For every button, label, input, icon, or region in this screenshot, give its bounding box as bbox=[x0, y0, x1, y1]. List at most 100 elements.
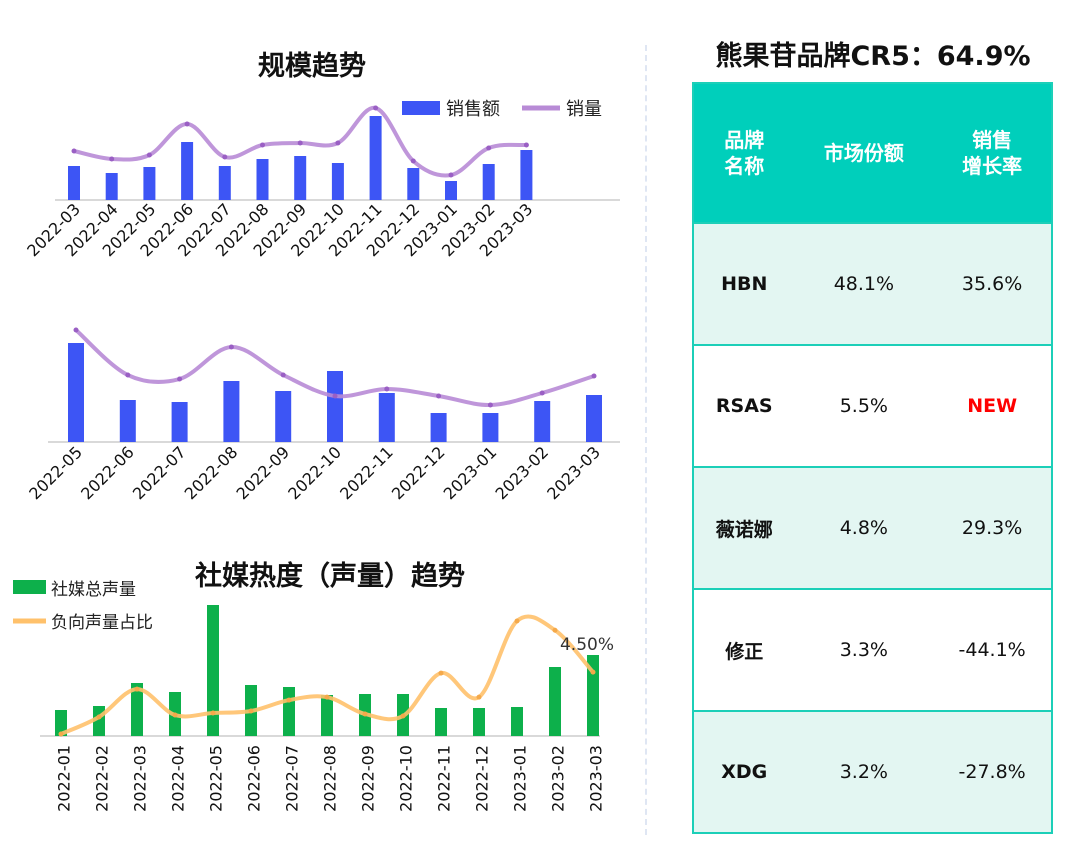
bar bbox=[321, 695, 333, 736]
x-tick-label: 2022-05 bbox=[25, 443, 86, 504]
brand-table: 品牌 名称 市场份额 销售 增长率 HBN 48.1% 35.6% RSAS 5… bbox=[692, 82, 1053, 834]
line-point bbox=[96, 714, 102, 720]
bar bbox=[482, 413, 499, 442]
line-point bbox=[486, 145, 492, 151]
line-point bbox=[324, 694, 330, 700]
bar bbox=[275, 391, 292, 442]
line-point bbox=[260, 142, 265, 148]
share-cell: 5.5% bbox=[794, 344, 934, 467]
table-row: XDG 3.2% -27.8% bbox=[693, 710, 1052, 833]
line-point bbox=[184, 121, 190, 127]
bar bbox=[511, 707, 523, 736]
cr5-title: 熊果苷品牌CR5：64.9% bbox=[715, 41, 1031, 72]
legend-label: 社媒总声量 bbox=[51, 580, 136, 600]
bar bbox=[223, 381, 240, 442]
line-point bbox=[539, 390, 545, 396]
line-point bbox=[523, 142, 529, 148]
legend-label: 负向声量占比 bbox=[51, 613, 153, 633]
line-point bbox=[362, 711, 368, 717]
line-point bbox=[335, 140, 341, 146]
growth-cell: 35.6% bbox=[933, 222, 1052, 345]
bar bbox=[105, 173, 118, 200]
table-row: 修正 3.3% -44.1% bbox=[693, 588, 1052, 711]
bar bbox=[549, 667, 561, 736]
chart-title: 规模趋势 bbox=[258, 51, 366, 82]
bar bbox=[131, 683, 143, 736]
brand-cell: HBN bbox=[693, 222, 795, 345]
bar bbox=[119, 400, 136, 442]
x-tick-label: 2022-05 bbox=[207, 745, 226, 812]
line-point bbox=[332, 393, 338, 399]
brand-cell: 薇诺娜 bbox=[693, 466, 795, 589]
bar bbox=[586, 395, 602, 442]
x-tick-label: 2022-06 bbox=[77, 443, 138, 504]
table-row: RSAS 5.5% NEW bbox=[693, 344, 1052, 467]
bar bbox=[445, 181, 457, 200]
x-tick-label: 2022-01 bbox=[55, 745, 74, 812]
x-tick-label: 2023-01 bbox=[511, 745, 530, 812]
line-point bbox=[514, 618, 520, 624]
line-point bbox=[134, 686, 140, 692]
x-tick-label: 2022-11 bbox=[336, 443, 397, 504]
growth-cell: -27.8% bbox=[933, 710, 1052, 833]
brand-cell: 修正 bbox=[693, 588, 795, 711]
header-brand: 品牌 名称 bbox=[693, 83, 795, 223]
x-tick-label: 2023-03 bbox=[543, 443, 604, 504]
legend-bar-swatch bbox=[402, 101, 440, 115]
bar bbox=[473, 708, 485, 736]
x-tick-label: 2022-11 bbox=[435, 745, 454, 812]
data-label: 4.50% bbox=[560, 635, 614, 655]
table-row: 薇诺娜 4.8% 29.3% bbox=[693, 466, 1052, 589]
brand-cell: RSAS bbox=[693, 344, 795, 467]
x-tick-label: 2022-03 bbox=[131, 745, 150, 812]
line-point bbox=[248, 708, 254, 714]
line-point bbox=[280, 372, 286, 378]
x-tick-label: 2022-09 bbox=[232, 443, 293, 504]
legend-bar-swatch bbox=[13, 580, 46, 594]
growth-cell: -44.1% bbox=[933, 588, 1052, 711]
line-point bbox=[172, 712, 178, 718]
header-share: 市场份额 bbox=[794, 83, 934, 223]
line-point bbox=[400, 713, 406, 719]
charts-canvas: 规模趋势2022-032022-042022-052022-062022-072… bbox=[13, 51, 620, 812]
line-point bbox=[286, 697, 292, 703]
x-tick-label: 2022-06 bbox=[245, 745, 264, 812]
growth-cell: NEW bbox=[933, 344, 1052, 467]
x-tick-label: 2022-10 bbox=[397, 745, 416, 812]
divider bbox=[645, 45, 647, 835]
line-point bbox=[146, 152, 152, 158]
bar bbox=[331, 163, 344, 200]
bar bbox=[181, 142, 194, 200]
x-tick-label: 2022-12 bbox=[388, 443, 449, 504]
table-header: 品牌 名称 市场份额 销售 增长率 bbox=[693, 83, 1052, 223]
legend-label: 销量 bbox=[566, 99, 602, 120]
line-point bbox=[73, 327, 79, 333]
line-point bbox=[58, 731, 64, 737]
line-point bbox=[438, 670, 444, 676]
line-point bbox=[228, 344, 234, 350]
table-row: HBN 48.1% 35.6% bbox=[693, 222, 1052, 345]
bar bbox=[327, 371, 343, 442]
line-point bbox=[210, 710, 216, 716]
growth-cell: 29.3% bbox=[933, 466, 1052, 589]
bar bbox=[534, 401, 551, 442]
bar bbox=[430, 413, 447, 442]
line-point bbox=[71, 148, 77, 154]
x-tick-label: 2022-09 bbox=[359, 745, 378, 812]
line-point bbox=[125, 372, 131, 378]
bar bbox=[520, 150, 533, 200]
bar bbox=[218, 166, 231, 200]
bar bbox=[482, 164, 495, 200]
line-point bbox=[436, 393, 442, 399]
share-cell: 3.2% bbox=[794, 710, 934, 833]
line-point bbox=[373, 105, 379, 111]
line-point bbox=[109, 156, 115, 162]
bar bbox=[407, 168, 420, 200]
bar bbox=[68, 343, 84, 442]
x-tick-label: 2023-03 bbox=[587, 745, 606, 812]
bar bbox=[378, 393, 395, 442]
x-tick-label: 2023-02 bbox=[549, 745, 568, 812]
line-point bbox=[552, 627, 558, 633]
share-cell: 48.1% bbox=[794, 222, 934, 345]
line-point bbox=[297, 140, 303, 146]
